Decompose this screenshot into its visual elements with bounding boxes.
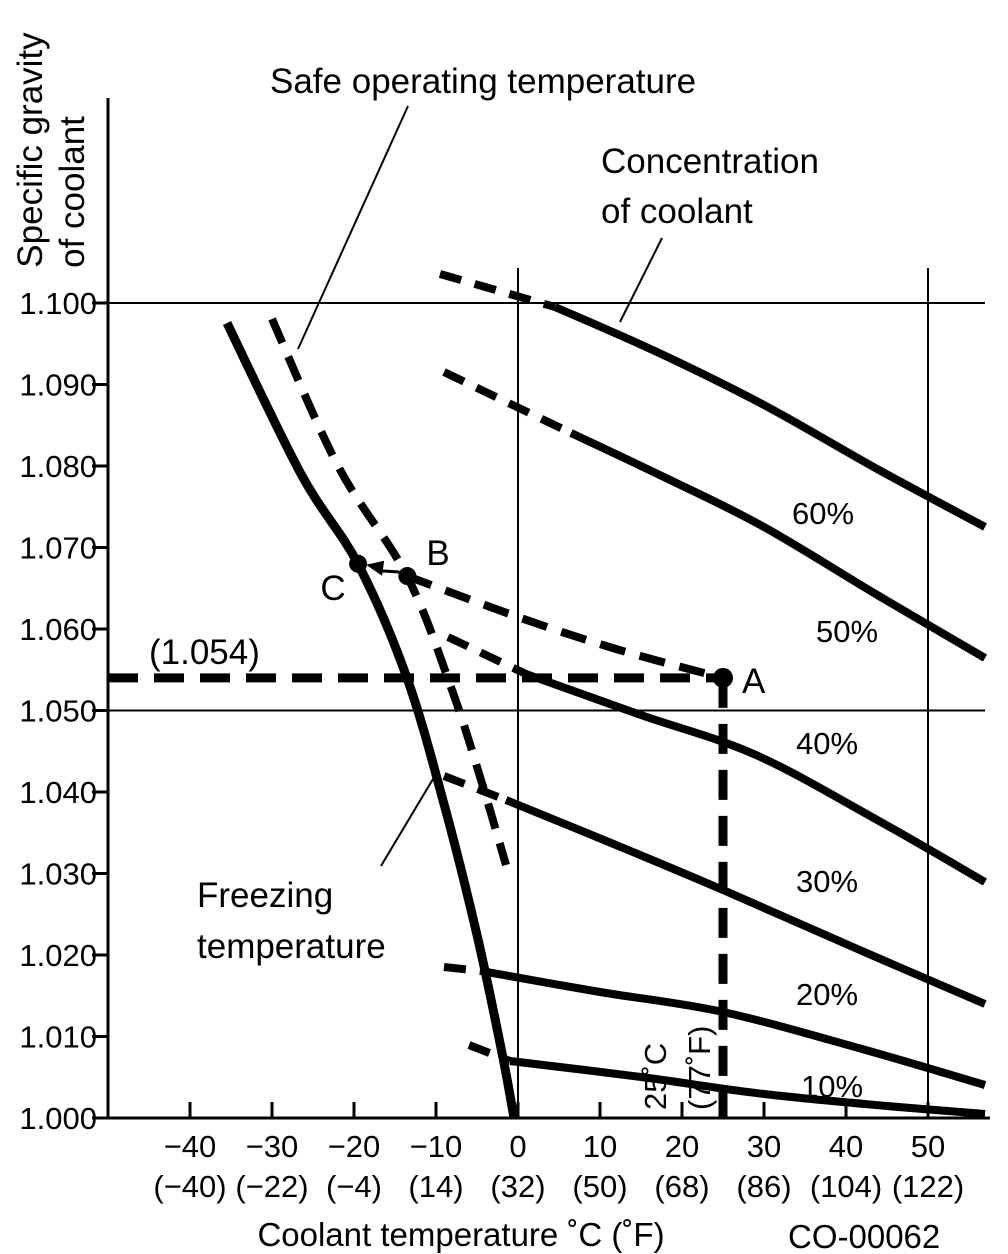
y-tick-label-1.030: 1.030 <box>19 857 97 892</box>
concentration-curve-40pct-dashed <box>446 633 528 678</box>
point-b-dot <box>398 567 417 586</box>
y-tick-label-1.010: 1.010 <box>19 1020 97 1055</box>
x-tick-label-fahrenheit-30: (86) <box>736 1169 791 1204</box>
freezing-leader-line <box>380 778 434 867</box>
x-tick-label-celsius-30: 30 <box>747 1129 781 1164</box>
band-label-40pct: 40% <box>796 726 858 761</box>
figure-code: CO-00062 <box>788 1218 940 1254</box>
x-tick-label-celsius--20: −20 <box>328 1129 381 1164</box>
chart-curves <box>222 270 988 1119</box>
y-tick-label-1.050: 1.050 <box>19 694 97 729</box>
y-tick-label-1.080: 1.080 <box>19 449 97 484</box>
concentration-label-line1: Concentration <box>601 142 819 181</box>
y-tick-label-1.060: 1.060 <box>19 612 97 647</box>
x-tick-label-fahrenheit-10: (50) <box>572 1169 627 1204</box>
point-c-dot <box>349 554 368 573</box>
y-tick-label-1.020: 1.020 <box>19 938 97 973</box>
y-tick-label-1.070: 1.070 <box>19 531 97 566</box>
freezing-temperature-label-line2: temperature <box>197 927 386 966</box>
band-label-10pct: 10% <box>801 1069 863 1104</box>
x-tick-label-fahrenheit--30: (−22) <box>235 1169 308 1204</box>
concentration-label-line2: of coolant <box>601 192 753 231</box>
x-tick-label-celsius-50: 50 <box>911 1129 945 1164</box>
temp-77f-label: (77˚F) <box>682 1026 717 1110</box>
concentration-curve-40pct <box>524 670 987 886</box>
x-tick-label-celsius-0: 0 <box>509 1129 526 1164</box>
axis-tick-labels: 1.100 1.090 1.080 1.070 1.060 1.050 1.040 1.030… <box>19 286 964 1204</box>
x-tick-label-fahrenheit--10: (14) <box>408 1169 463 1204</box>
y-tick-label-1.040: 1.040 <box>19 775 97 810</box>
safe-operating-temperature-curve <box>268 317 510 867</box>
y-axis-title-line2: of coolant <box>53 116 92 268</box>
point-c-label: C <box>320 569 345 608</box>
temp-25c-label: 25˚C <box>638 1043 673 1110</box>
x-tick-label-fahrenheit-0: (32) <box>490 1169 545 1204</box>
concentration-curve-60pct <box>553 303 987 531</box>
freezing-temperature-curve <box>222 321 519 1119</box>
freezing-temperature-label-line1: Freezing <box>197 876 333 915</box>
band-label-60pct: 60% <box>792 496 854 531</box>
example-interpolated-concentration-curve <box>405 572 725 682</box>
x-tick-label-fahrenheit--40: (−40) <box>153 1169 226 1204</box>
concentration-curve-50pct <box>569 429 988 662</box>
x-axis-title: Coolant temperature ˚C (˚F) <box>257 1216 664 1253</box>
y-axis-title-line1: Specific gravity <box>11 32 50 268</box>
b-to-c-arrow-line <box>380 569 400 574</box>
concentration-curve-60pct-dashed <box>438 270 557 311</box>
y-tick-label-1.000: 1.000 <box>19 1101 97 1136</box>
x-tick-label-celsius--10: −10 <box>410 1129 463 1164</box>
band-label-20pct: 20% <box>796 977 858 1012</box>
point-a-label: A <box>742 662 766 701</box>
x-tick-label-celsius-40: 40 <box>829 1129 863 1164</box>
concentration-curve-20pct-dashed <box>443 963 482 975</box>
callout-leader-lines <box>297 105 663 867</box>
x-tick-label-celsius-10: 10 <box>583 1129 617 1164</box>
concentration-leader-line <box>619 237 663 323</box>
axes <box>106 98 990 1120</box>
x-tick-label-fahrenheit-50: (122) <box>892 1169 964 1204</box>
band-label-30pct: 30% <box>796 864 858 899</box>
x-tick-label-celsius-20: 20 <box>665 1129 699 1164</box>
x-tick-label-fahrenheit-20: (68) <box>654 1169 709 1204</box>
concentration-curve-30pct <box>504 796 987 1008</box>
x-tick-label-celsius--30: −30 <box>246 1129 299 1164</box>
point-a-dot <box>713 667 733 688</box>
x-tick-label-fahrenheit-40: (104) <box>810 1169 882 1204</box>
b-to-c-arrowhead <box>366 560 385 576</box>
safe-operating-leader-line <box>297 105 409 350</box>
y-tick-label-1.090: 1.090 <box>19 368 97 403</box>
concentration-curve-10pct <box>509 1057 986 1118</box>
x-tick-label-fahrenheit--20: (−4) <box>326 1169 382 1204</box>
concentration-curve-50pct-dashed <box>442 368 573 437</box>
band-label-50pct: 50% <box>816 614 878 649</box>
point-b-label: B <box>426 534 449 573</box>
safe-operating-temperature-label: Safe operating temperature <box>270 62 696 101</box>
x-tick-label-celsius--40: −40 <box>164 1129 217 1164</box>
example-reading-lines <box>108 554 733 1118</box>
concentration-curve-30pct-dashed <box>442 772 508 804</box>
gravity-callout-1054: (1.054) <box>149 633 260 672</box>
y-tick-label-1.100: 1.100 <box>19 286 97 321</box>
